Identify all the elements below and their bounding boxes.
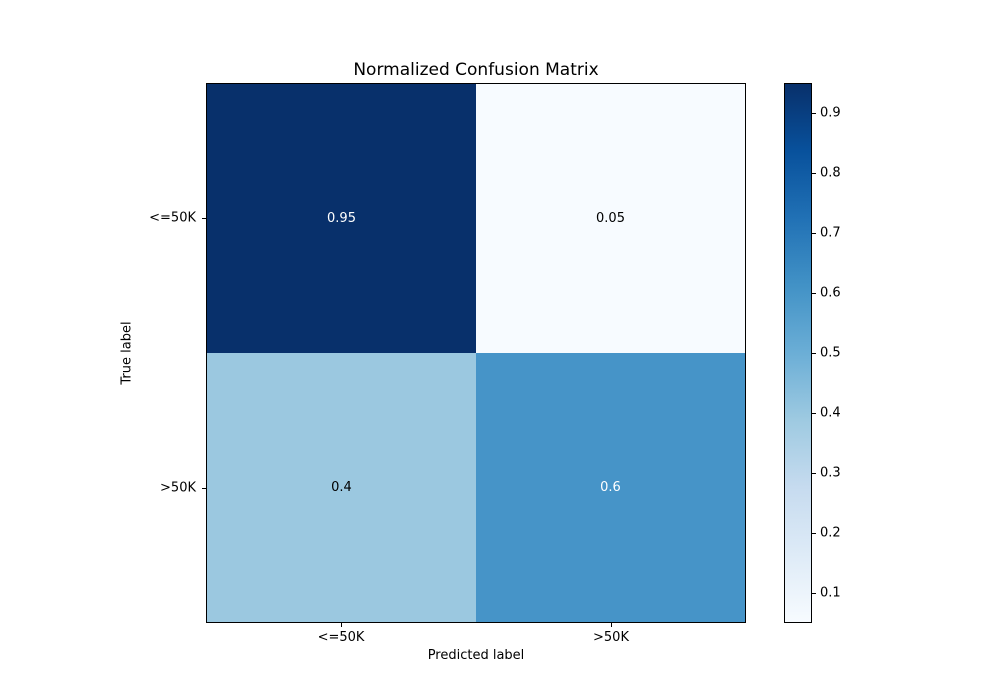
- colorbar-tick-mark: [812, 113, 816, 114]
- heatmap-axes: 0.95 0.05 0.4 0.6: [206, 83, 746, 623]
- colorbar-tick-label: 0.8: [820, 165, 841, 181]
- x-tick-mark: [341, 623, 342, 627]
- colorbar-tick-label: 0.5: [820, 345, 841, 361]
- y-axis-label: True label: [119, 321, 135, 385]
- colorbar-tick-mark: [812, 593, 816, 594]
- heatmap-cell-true-le50k-pred-le50k: 0.95: [207, 84, 476, 353]
- colorbar-tick-label: 0.6: [820, 285, 841, 301]
- colorbar-tick-label: 0.3: [820, 465, 841, 481]
- colorbar-gradient: [784, 83, 812, 623]
- heatmap-cell-true-gt50k-pred-le50k: 0.4: [207, 353, 476, 622]
- colorbar-tick-mark: [812, 353, 816, 354]
- x-tick-label: <=50K: [317, 630, 365, 645]
- heatmap-cell-true-le50k-pred-gt50k: 0.05: [476, 84, 745, 353]
- colorbar-tick-label: 0.1: [820, 585, 841, 601]
- colorbar-tick-mark: [812, 413, 816, 414]
- colorbar-tick-label: 0.9: [820, 105, 841, 121]
- x-axis-label: Predicted label: [427, 648, 525, 663]
- y-tick-mark: [202, 488, 206, 489]
- y-tick-mark: [202, 218, 206, 219]
- y-tick-label: <=50K: [149, 210, 196, 226]
- colorbar-tick-mark: [812, 473, 816, 474]
- colorbar-tick-mark: [812, 173, 816, 174]
- colorbar-tick-mark: [812, 533, 816, 534]
- x-tick-mark: [611, 623, 612, 627]
- colorbar-tick-label: 0.7: [820, 225, 841, 241]
- colorbar-tick-mark: [812, 293, 816, 294]
- x-tick-label: >50K: [593, 630, 629, 645]
- colorbar-tick-label: 0.4: [820, 405, 841, 421]
- colorbar-tick-mark: [812, 233, 816, 234]
- heatmap-cell-true-gt50k-pred-gt50k: 0.6: [476, 353, 745, 622]
- y-tick-label: >50K: [160, 480, 196, 496]
- chart-title: Normalized Confusion Matrix: [353, 60, 599, 80]
- colorbar-tick-label: 0.2: [820, 525, 841, 541]
